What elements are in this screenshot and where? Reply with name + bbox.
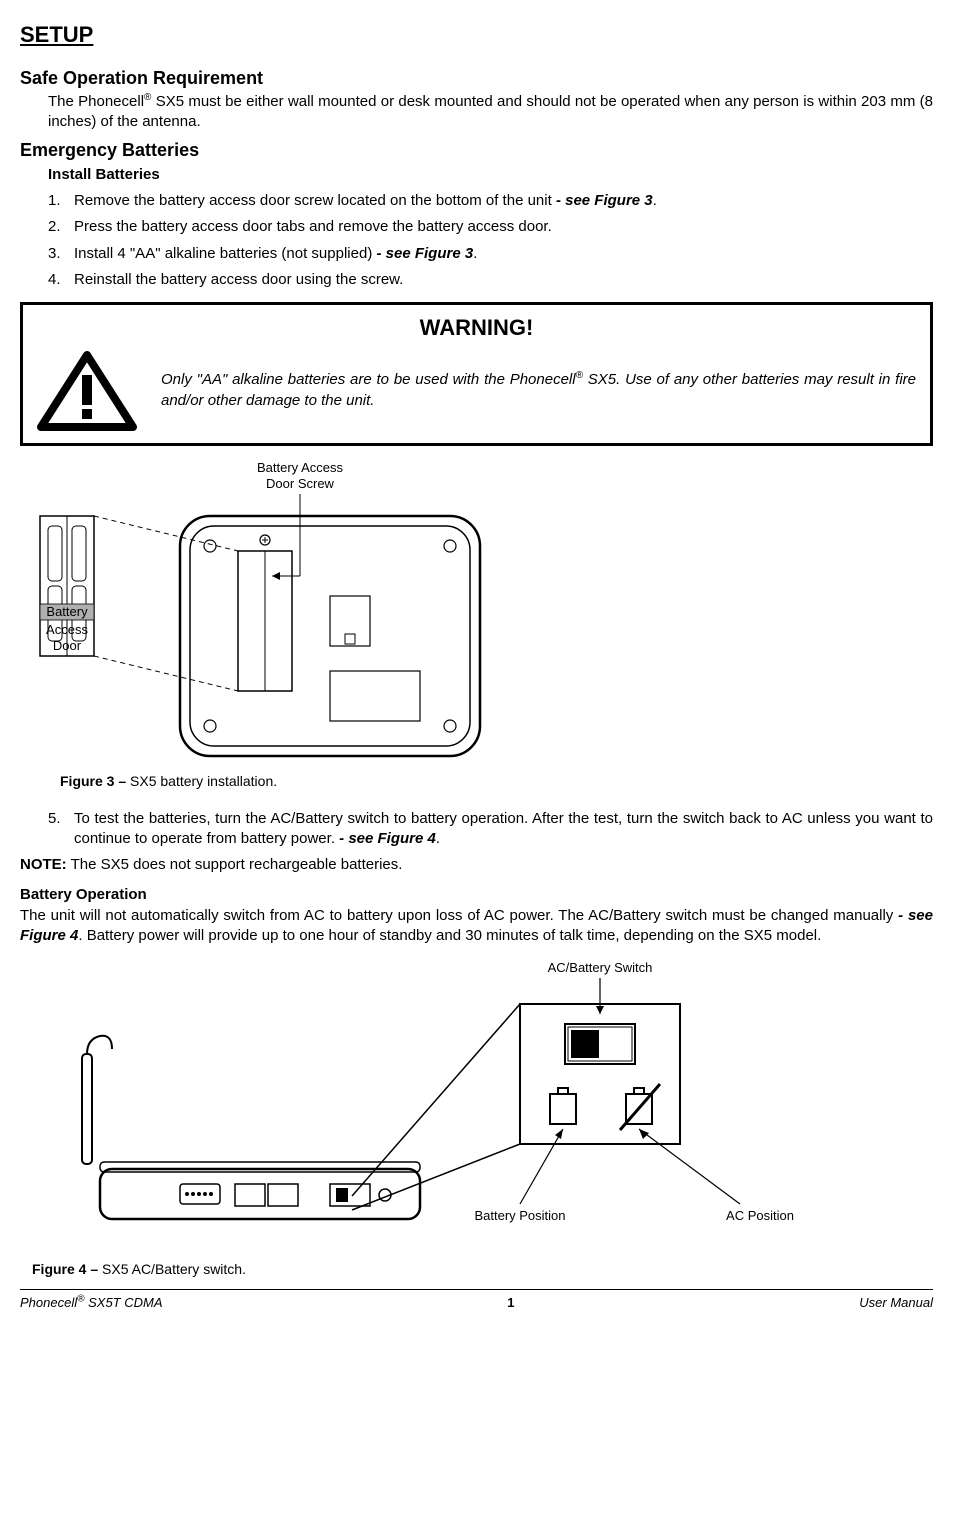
- list-body: Reinstall the battery access door using …: [74, 270, 933, 290]
- list-number: 2.: [48, 217, 74, 237]
- figure-4-caption: Figure 4 – SX5 AC/Battery switch.: [32, 1260, 933, 1279]
- battery-operation-body: The unit will not automatically switch f…: [20, 906, 933, 947]
- text: Install 4 "AA" alkaline batteries (not s…: [74, 245, 376, 262]
- text: SX5 must be either wall mounted or desk …: [48, 93, 933, 130]
- text: Only "AA" alkaline batteries are to be u…: [161, 371, 576, 388]
- emphasis: - see Figure 3: [376, 245, 473, 262]
- install-steps-list: 1. Remove the battery access door screw …: [48, 191, 933, 290]
- text: .: [436, 830, 440, 847]
- text: .: [473, 245, 477, 262]
- list-body: Install 4 "AA" alkaline batteries (not s…: [74, 244, 933, 264]
- text: The Phonecell: [48, 93, 144, 110]
- page-title: SETUP: [20, 20, 933, 50]
- text: . Battery power will provide up to one h…: [78, 927, 821, 944]
- page-footer: Phonecell® SX5T CDMA 1 User Manual: [20, 1289, 933, 1312]
- warning-box: WARNING! Only "AA" alkaline batteries ar…: [20, 302, 933, 446]
- text: Phonecell: [20, 1295, 77, 1310]
- list-item: 3. Install 4 "AA" alkaline batteries (no…: [48, 244, 933, 264]
- label: Door Screw: [266, 476, 335, 491]
- caption-bold: Figure 4 –: [32, 1261, 102, 1277]
- list-item: 4. Reinstall the battery access door usi…: [48, 270, 933, 290]
- footer-left: Phonecell® SX5T CDMA: [20, 1294, 163, 1312]
- list-number: 1.: [48, 191, 74, 211]
- text: To test the batteries, turn the AC/Batte…: [74, 810, 933, 847]
- text: Reinstall the battery access door using …: [74, 271, 403, 288]
- figure-3: Battery Access Door Screw: [20, 456, 933, 791]
- figure-4-diagram: AC/Battery Switch Battery Position AC Po…: [20, 954, 900, 1254]
- install-steps-continued: 5. To test the batteries, turn the AC/Ba…: [48, 809, 933, 850]
- warning-title: WARNING!: [37, 313, 916, 343]
- label: Battery: [46, 604, 88, 619]
- text: .: [653, 192, 657, 209]
- text: SX5T CDMA: [84, 1295, 162, 1310]
- warning-text: Only "AA" alkaline batteries are to be u…: [161, 370, 916, 411]
- figure-4: AC/Battery Switch Battery Position AC Po…: [20, 954, 933, 1279]
- label: Door: [53, 638, 82, 653]
- safe-operation-heading: Safe Operation Requirement: [20, 66, 933, 90]
- list-body: Press the battery access door tabs and r…: [74, 217, 933, 237]
- label: Access: [46, 622, 88, 637]
- caption-text: SX5 battery installation.: [130, 773, 277, 789]
- list-body: To test the batteries, turn the AC/Batte…: [74, 809, 933, 850]
- safe-operation-body: The Phonecell® SX5 must be either wall m…: [48, 92, 933, 133]
- emergency-batteries-heading: Emergency Batteries: [20, 138, 933, 162]
- list-number: 4.: [48, 270, 74, 290]
- note-label: NOTE:: [20, 856, 67, 873]
- list-item: 1. Remove the battery access door screw …: [48, 191, 933, 211]
- label: Battery Access: [257, 460, 343, 475]
- list-number: 5.: [48, 809, 74, 850]
- label: Battery Position: [474, 1208, 565, 1223]
- install-batteries-heading: Install Batteries: [48, 165, 933, 185]
- list-body: Remove the battery access door screw loc…: [74, 191, 933, 211]
- label: AC Position: [726, 1208, 794, 1223]
- warning-triangle-icon: [37, 351, 137, 431]
- note-text: The SX5 does not support rechargeable ba…: [67, 856, 403, 873]
- list-item: 2. Press the battery access door tabs an…: [48, 217, 933, 237]
- caption-bold: Figure 3 –: [60, 773, 130, 789]
- page-number: 1: [507, 1294, 514, 1312]
- note-line: NOTE: The SX5 does not support rechargea…: [20, 855, 933, 875]
- battery-operation-heading: Battery Operation: [20, 885, 933, 905]
- figure-3-diagram: Battery Access Door Screw: [20, 456, 500, 766]
- text: The unit will not automatically switch f…: [20, 907, 898, 924]
- caption-text: SX5 AC/Battery switch.: [102, 1261, 246, 1277]
- list-item: 5. To test the batteries, turn the AC/Ba…: [48, 809, 933, 850]
- figure-3-caption: Figure 3 – SX5 battery installation.: [60, 772, 933, 791]
- emphasis: - see Figure 4: [339, 830, 436, 847]
- footer-right: User Manual: [859, 1294, 933, 1312]
- registered-mark: ®: [576, 370, 583, 381]
- text: Remove the battery access door screw loc…: [74, 192, 556, 209]
- emphasis: - see Figure 3: [556, 192, 653, 209]
- label: AC/Battery Switch: [548, 960, 653, 975]
- text: Press the battery access door tabs and r…: [74, 218, 552, 235]
- list-number: 3.: [48, 244, 74, 264]
